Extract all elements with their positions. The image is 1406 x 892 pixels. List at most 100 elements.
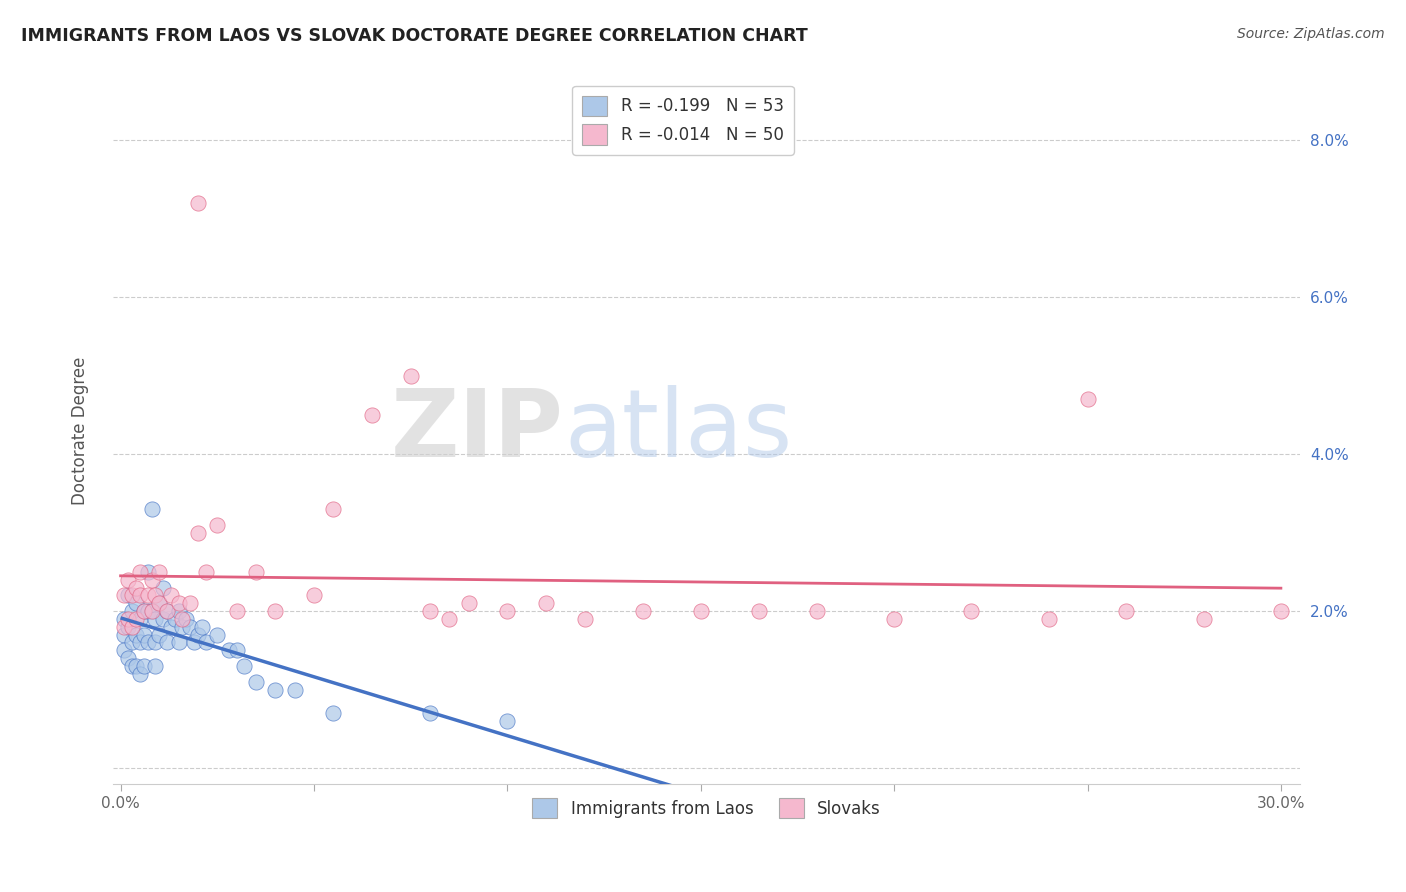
Legend: Immigrants from Laos, Slovaks: Immigrants from Laos, Slovaks: [526, 791, 887, 825]
Point: [631, 604, 654, 618]
Point: [167, 635, 190, 649]
Point: [1115, 604, 1137, 618]
Point: [233, 659, 256, 673]
Point: [114, 643, 136, 657]
Y-axis label: Doctorate Degree: Doctorate Degree: [72, 357, 89, 505]
Point: [160, 588, 183, 602]
Point: [883, 612, 905, 626]
Point: [114, 612, 136, 626]
Point: [141, 573, 163, 587]
Point: [194, 565, 217, 579]
Point: [121, 604, 143, 618]
Point: [136, 635, 159, 649]
Point: [129, 612, 152, 626]
Text: ZIP: ZIP: [391, 384, 564, 476]
Point: [574, 612, 596, 626]
Point: [1192, 612, 1215, 626]
Point: [245, 674, 267, 689]
Point: [218, 643, 240, 657]
Point: [176, 612, 198, 626]
Point: [145, 659, 167, 673]
Point: [187, 196, 209, 211]
Point: [145, 612, 167, 626]
Point: [225, 604, 247, 618]
Point: [419, 706, 441, 720]
Point: [1270, 604, 1292, 618]
Point: [114, 627, 136, 641]
Point: [322, 502, 344, 516]
Point: [322, 706, 344, 720]
Point: [187, 525, 209, 540]
Point: [114, 620, 136, 634]
Point: [160, 620, 183, 634]
Point: [117, 620, 139, 634]
Point: [183, 635, 205, 649]
Point: [132, 604, 155, 618]
Point: [960, 604, 983, 618]
Point: [439, 612, 461, 626]
Point: [419, 604, 441, 618]
Point: [132, 627, 155, 641]
Point: [145, 635, 167, 649]
Point: [1076, 392, 1098, 407]
Point: [136, 565, 159, 579]
Point: [264, 682, 287, 697]
Point: [129, 635, 152, 649]
Point: [141, 604, 163, 618]
Point: [302, 588, 325, 602]
Point: [806, 604, 828, 618]
Text: atlas: atlas: [564, 384, 793, 476]
Point: [191, 620, 214, 634]
Point: [284, 682, 307, 697]
Point: [148, 596, 170, 610]
Point: [132, 604, 155, 618]
Point: [117, 651, 139, 665]
Point: [121, 659, 143, 673]
Point: [117, 612, 139, 626]
Point: [748, 604, 770, 618]
Point: [152, 612, 174, 626]
Point: [141, 502, 163, 516]
Point: [1038, 612, 1060, 626]
Point: [361, 408, 384, 422]
Point: [136, 604, 159, 618]
Point: [129, 666, 152, 681]
Point: [121, 635, 143, 649]
Point: [148, 627, 170, 641]
Point: [194, 635, 217, 649]
Point: [136, 588, 159, 602]
Point: [689, 604, 711, 618]
Point: [129, 565, 152, 579]
Point: [129, 588, 152, 602]
Point: [125, 659, 148, 673]
Point: [125, 627, 148, 641]
Point: [207, 627, 229, 641]
Point: [156, 604, 179, 618]
Point: [167, 596, 190, 610]
Point: [152, 581, 174, 595]
Point: [125, 581, 148, 595]
Point: [457, 596, 479, 610]
Text: Source: ZipAtlas.com: Source: ZipAtlas.com: [1237, 27, 1385, 41]
Point: [117, 588, 139, 602]
Point: [207, 517, 229, 532]
Point: [145, 588, 167, 602]
Point: [121, 620, 143, 634]
Point: [132, 659, 155, 673]
Point: [148, 596, 170, 610]
Point: [148, 565, 170, 579]
Point: [496, 604, 519, 618]
Point: [125, 612, 148, 626]
Point: [172, 612, 194, 626]
Point: [496, 714, 519, 728]
Point: [125, 596, 148, 610]
Point: [534, 596, 557, 610]
Text: IMMIGRANTS FROM LAOS VS SLOVAK DOCTORATE DEGREE CORRELATION CHART: IMMIGRANTS FROM LAOS VS SLOVAK DOCTORATE…: [21, 27, 808, 45]
Point: [156, 635, 179, 649]
Point: [114, 588, 136, 602]
Point: [179, 596, 201, 610]
Point: [264, 604, 287, 618]
Point: [399, 368, 422, 383]
Point: [172, 620, 194, 634]
Point: [179, 620, 201, 634]
